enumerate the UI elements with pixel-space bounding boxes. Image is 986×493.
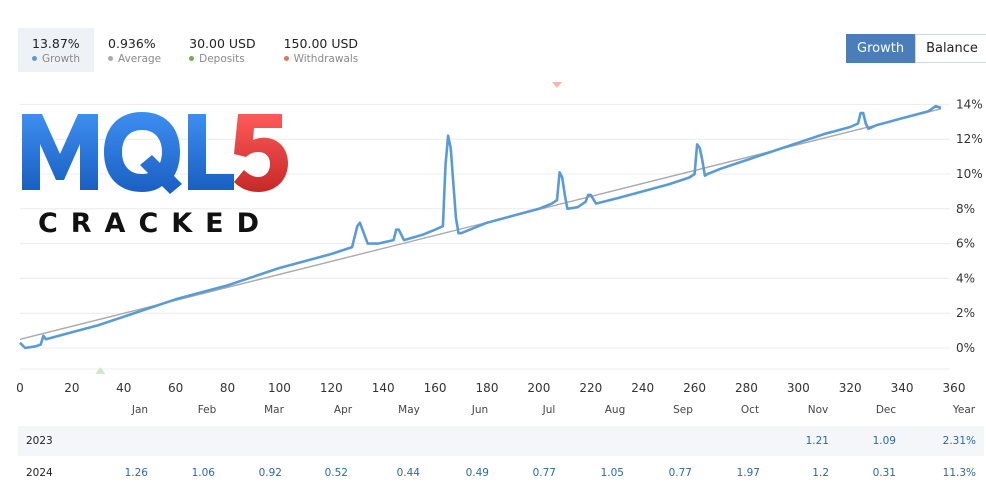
table-row: 2024 1.26 1.06 0.92 0.52 0.44 0.49 0.77 1.05 0.7… <box>18 458 984 488</box>
month-header: Jun <box>471 404 489 416</box>
chart-mode-toggle: Growth Balance <box>846 34 986 63</box>
withdrawal-marker-icon <box>552 82 563 88</box>
x-tick-label: 0 <box>16 381 24 395</box>
stat-average-label: Average <box>118 53 162 65</box>
y-tick-label: 8% <box>956 202 975 216</box>
x-tick-label: 360 <box>943 381 966 395</box>
month-header: Jan <box>131 404 149 416</box>
month-value-cell: 1.97 <box>736 467 760 479</box>
x-tick-label: 320 <box>839 381 862 395</box>
x-tick-label: 180 <box>476 381 499 395</box>
month-header: Year <box>952 404 976 416</box>
y-tick-label: 0% <box>956 341 975 355</box>
stat-withdrawals-label: Withdrawals <box>293 53 359 65</box>
month-value-cell: 1.26 <box>124 467 148 479</box>
x-tick-label: 20 <box>64 381 79 395</box>
month-value-cell: 0.44 <box>396 467 420 479</box>
x-tick-label: 40 <box>116 381 131 395</box>
withdrawals-dot-icon <box>283 55 289 61</box>
x-tick-label: 220 <box>579 381 602 395</box>
month-header: Jul <box>542 404 556 416</box>
stat-average[interactable]: 0.936% Average <box>94 28 175 72</box>
y-tick-label: 14% <box>956 97 983 111</box>
x-tick-label: 140 <box>372 381 395 395</box>
average-dot-icon <box>108 55 114 61</box>
month-value-cell: 0.92 <box>258 467 282 479</box>
month-value-cell: 1.06 <box>191 467 215 479</box>
stat-withdrawals-value: 150.00 USD <box>283 36 359 51</box>
month-header: May <box>398 404 420 416</box>
row-year: 2024 <box>26 467 53 479</box>
stat-withdrawals[interactable]: 150.00 USD Withdrawals <box>270 28 373 72</box>
stat-deposits-value: 30.00 USD <box>189 36 256 51</box>
growth-dot-icon <box>32 55 37 61</box>
x-tick-label: 120 <box>320 381 343 395</box>
month-header: Mar <box>264 404 284 416</box>
stat-deposits[interactable]: 30.00 USD Deposits <box>175 28 269 72</box>
y-tick-label: 6% <box>956 237 975 251</box>
year-total-cell: 11.3% <box>942 467 976 479</box>
balance-button[interactable]: Balance <box>915 34 986 63</box>
monthly-table-header: Jan Feb Mar Apr May Jun Jul Aug Sep Oct Nov Dec Year <box>0 404 986 420</box>
y-tick-label: 10% <box>956 167 983 181</box>
month-header: Sep <box>673 404 693 416</box>
month-header: Oct <box>740 404 760 416</box>
month-header: Dec <box>875 404 897 416</box>
stats-bar: 13.87% Growth 0.936% Average 30.00 USD D… <box>18 28 372 72</box>
stat-growth-value: 13.87% <box>32 36 80 51</box>
x-tick-label: 280 <box>735 381 758 395</box>
month-value-cell: 1.05 <box>600 467 624 479</box>
x-tick-label: 160 <box>424 381 447 395</box>
month-header: Aug <box>604 404 626 416</box>
growth-button[interactable]: Growth <box>846 34 916 63</box>
month-value-cell: 0.77 <box>668 467 692 479</box>
month-value-cell: 0.77 <box>532 467 556 479</box>
table-row: 2023 1.21 1.09 2.31% <box>18 426 984 456</box>
x-tick-label: 80 <box>220 381 235 395</box>
month-value-cell: 0.52 <box>324 467 348 479</box>
stat-growth-label: Growth <box>42 53 81 65</box>
x-tick-label: 200 <box>527 381 550 395</box>
month-value-cell: 0.31 <box>872 467 896 479</box>
logo-cracked-text: CRACKED <box>38 208 272 238</box>
row-year: 2023 <box>26 435 53 447</box>
month-value-cell: 1.2 <box>812 467 829 479</box>
stat-deposits-label: Deposits <box>199 53 245 65</box>
mql5-cracked-logo: CRACKED <box>22 112 288 238</box>
month-value-cell: 1.09 <box>872 435 896 447</box>
stat-growth[interactable]: 13.87% Growth <box>18 28 95 72</box>
month-header: Feb <box>197 404 217 416</box>
x-tick-label: 60 <box>168 381 183 395</box>
month-header: Nov <box>807 404 829 416</box>
month-header: Apr <box>333 404 353 416</box>
month-value-cell: 0.49 <box>465 467 489 479</box>
growth-series-line <box>19 104 942 350</box>
x-tick-label: 340 <box>891 381 914 395</box>
y-tick-label: 4% <box>956 271 975 285</box>
y-tick-label: 12% <box>956 132 983 146</box>
stat-average-value: 0.936% <box>108 36 156 51</box>
deposit-marker-icon <box>95 367 106 374</box>
month-value-cell: 1.21 <box>805 435 829 447</box>
x-tick-label: 260 <box>683 381 706 395</box>
y-tick-label: 2% <box>956 306 975 320</box>
x-tick-label: 100 <box>268 381 291 395</box>
x-tick-label: 240 <box>631 381 654 395</box>
deposits-dot-icon <box>189 55 195 61</box>
x-tick-label: 300 <box>787 381 810 395</box>
year-total-cell: 2.31% <box>942 435 976 447</box>
